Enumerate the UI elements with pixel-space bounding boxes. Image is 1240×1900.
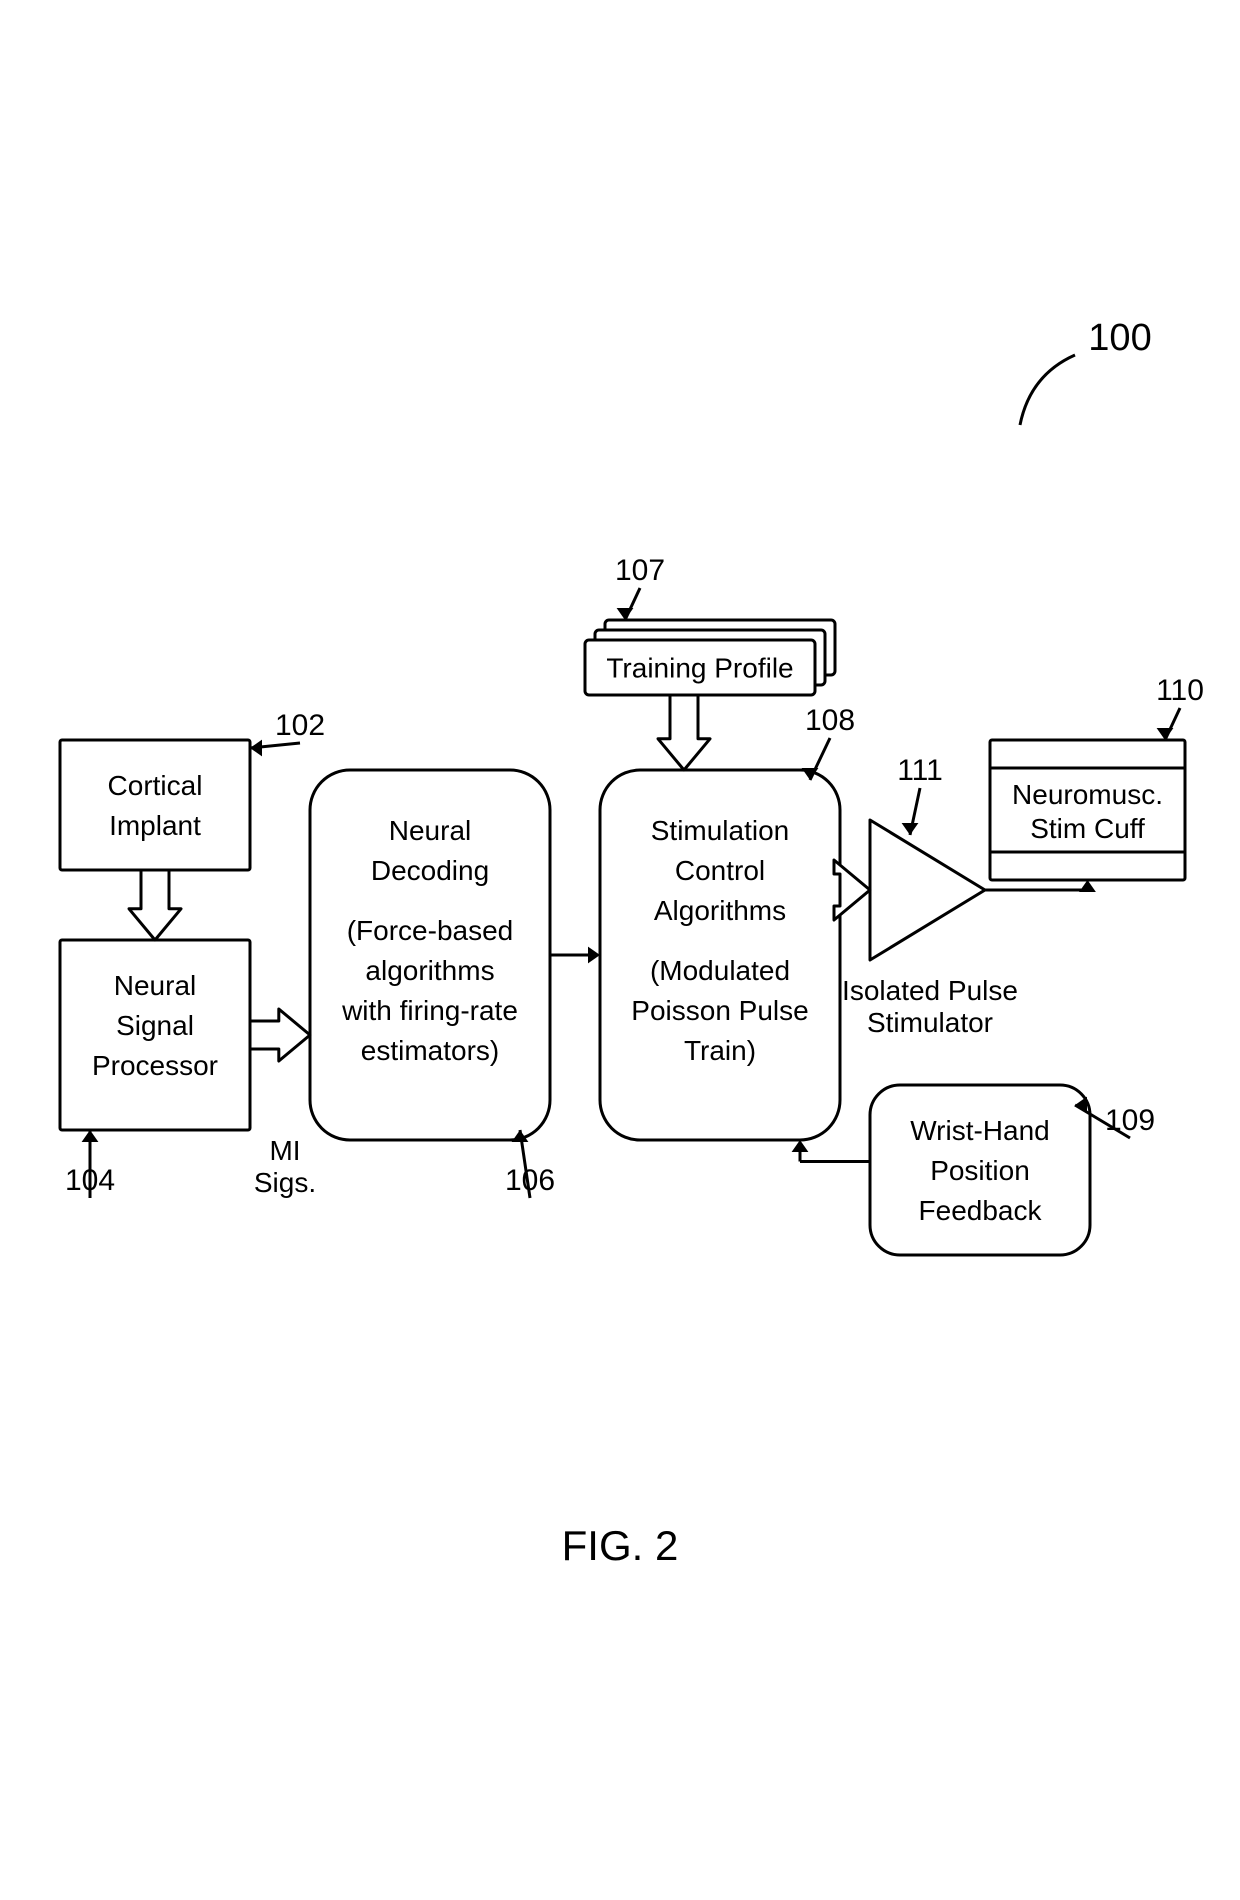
svg-text:111: 111 bbox=[897, 754, 943, 787]
svg-text:110: 110 bbox=[1156, 674, 1204, 707]
svg-text:Neural: Neural bbox=[389, 815, 471, 846]
svg-text:Sigs.: Sigs. bbox=[254, 1167, 316, 1198]
svg-text:Neuromusc.: Neuromusc. bbox=[1012, 779, 1163, 810]
svg-text:Cortical: Cortical bbox=[108, 770, 203, 801]
svg-text:(Force-based: (Force-based bbox=[347, 915, 514, 946]
svg-text:Stimulator: Stimulator bbox=[867, 1007, 993, 1038]
svg-text:Feedback: Feedback bbox=[919, 1195, 1043, 1226]
svg-text:MI: MI bbox=[269, 1135, 300, 1166]
svg-text:Algorithms: Algorithms bbox=[654, 895, 786, 926]
svg-text:Processor: Processor bbox=[92, 1050, 218, 1081]
svg-text:Control: Control bbox=[675, 855, 765, 886]
svg-text:FIG. 2: FIG. 2 bbox=[562, 1522, 679, 1569]
svg-text:108: 108 bbox=[805, 704, 855, 737]
svg-text:algorithms: algorithms bbox=[365, 955, 494, 986]
svg-text:Train): Train) bbox=[684, 1035, 756, 1066]
svg-text:Position: Position bbox=[930, 1155, 1030, 1186]
svg-text:Wrist-Hand: Wrist-Hand bbox=[910, 1115, 1050, 1146]
svg-text:Decoding: Decoding bbox=[371, 855, 489, 886]
svg-text:Stimulation: Stimulation bbox=[651, 815, 790, 846]
svg-text:Poisson Pulse: Poisson Pulse bbox=[631, 995, 808, 1026]
svg-text:102: 102 bbox=[275, 709, 325, 742]
svg-text:Isolated Pulse: Isolated Pulse bbox=[842, 975, 1018, 1006]
svg-text:estimators): estimators) bbox=[361, 1035, 499, 1066]
system-diagram: Cortical Implant Neural Signal Processor Neur… bbox=[0, 0, 1240, 1900]
svg-text:107: 107 bbox=[615, 554, 665, 587]
svg-text:Implant: Implant bbox=[109, 810, 201, 841]
svg-text:100: 100 bbox=[1088, 317, 1151, 359]
svg-text:Neural: Neural bbox=[114, 970, 196, 1001]
svg-text:Stim Cuff: Stim Cuff bbox=[1030, 813, 1145, 844]
svg-text:Signal: Signal bbox=[116, 1010, 194, 1041]
svg-text:(Modulated: (Modulated bbox=[650, 955, 790, 986]
svg-text:109: 109 bbox=[1105, 1104, 1155, 1137]
svg-text:Training Profile: Training Profile bbox=[606, 653, 793, 684]
svg-text:with firing-rate: with firing-rate bbox=[341, 995, 518, 1026]
